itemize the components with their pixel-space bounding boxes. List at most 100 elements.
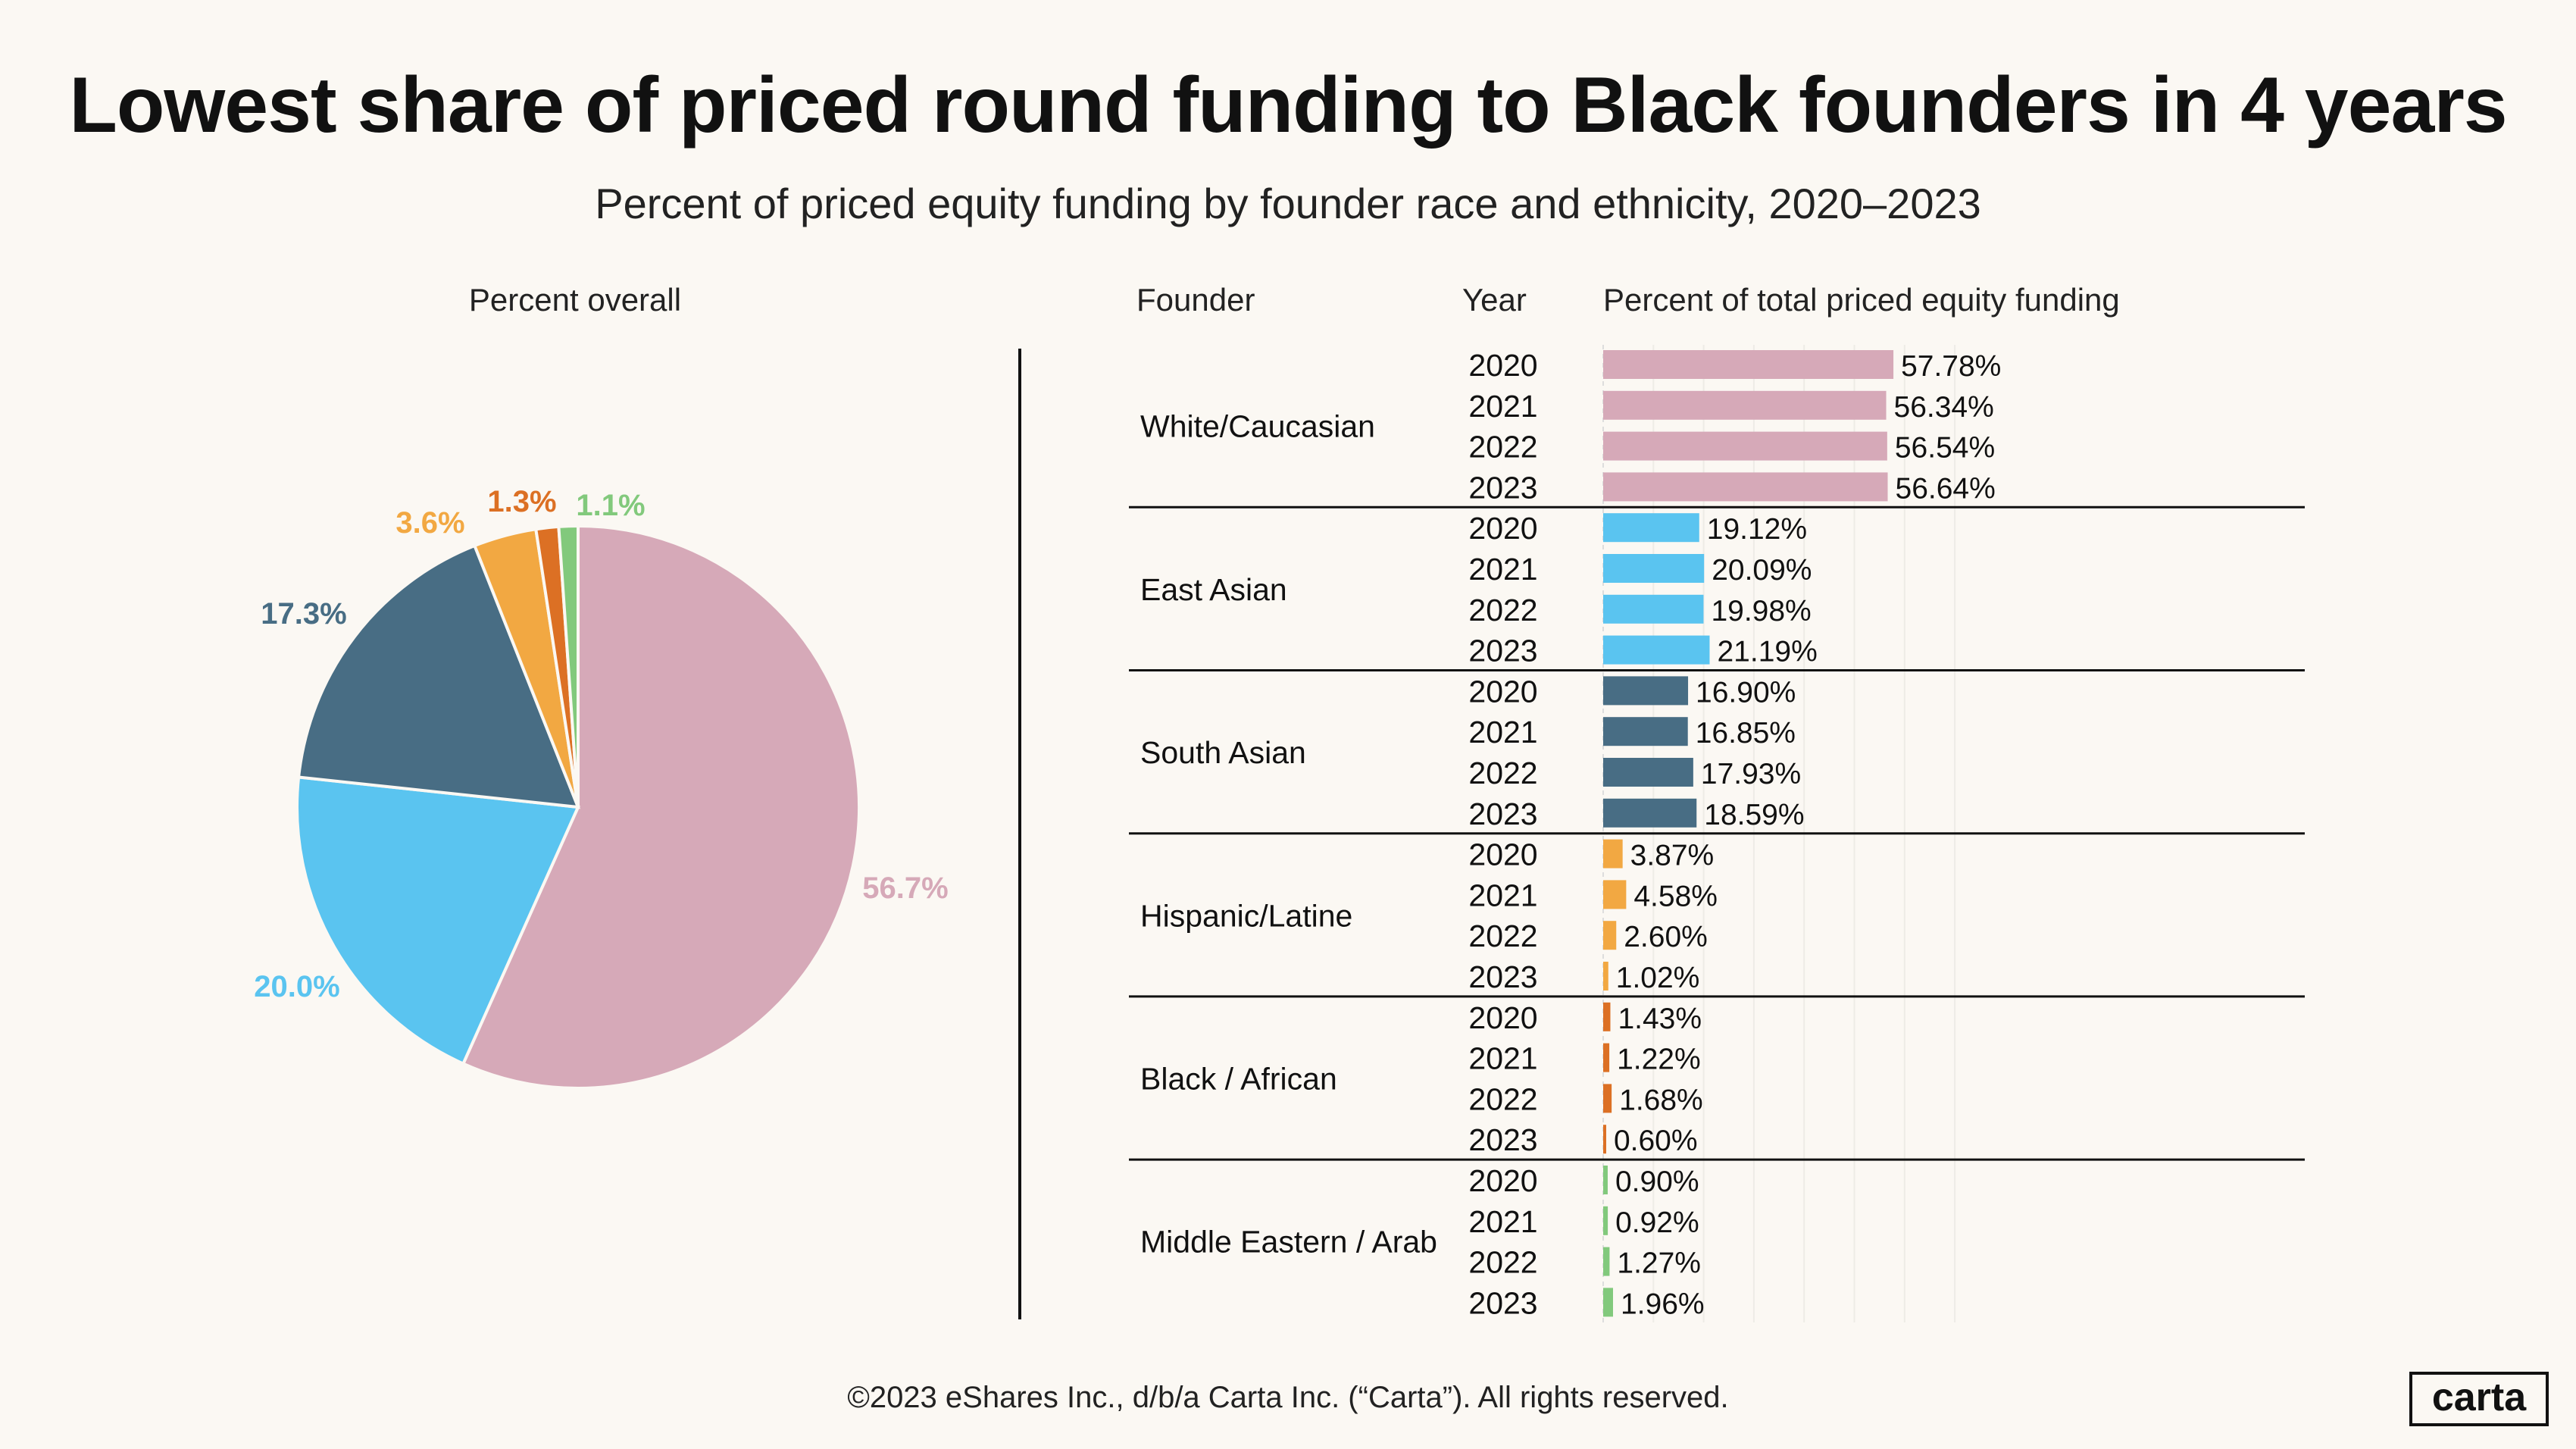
pie-slice xyxy=(557,524,580,808)
bar xyxy=(1603,350,1894,379)
year-label: 2020 xyxy=(1468,1000,1537,1035)
founder-label: White/Caucasian xyxy=(1140,409,1375,444)
bar-value-label: 1.27% xyxy=(1617,1247,1701,1280)
bar-value-label: 1.22% xyxy=(1617,1044,1701,1076)
bar-value-label: 57.78% xyxy=(1901,350,2001,383)
bar xyxy=(1603,1206,1608,1235)
bar xyxy=(1603,594,1704,624)
chart-title: Lowest share of priced round funding to … xyxy=(69,61,2507,149)
bar-value-label: 1.43% xyxy=(1618,1003,1702,1035)
year-label: 2021 xyxy=(1468,715,1537,750)
bar-value-label: 18.59% xyxy=(1704,799,1804,831)
bar xyxy=(1603,513,1699,543)
copyright-footer: ©2023 eShares Inc., d/b/a Carta Inc. (“C… xyxy=(847,1381,1729,1414)
year-label: 2021 xyxy=(1468,1204,1537,1239)
year-label: 2020 xyxy=(1468,348,1537,383)
bar xyxy=(1603,962,1608,991)
bar xyxy=(1603,635,1710,665)
year-label: 2023 xyxy=(1468,1122,1537,1157)
header-year: Year xyxy=(1462,282,1527,318)
bar xyxy=(1603,554,1705,583)
copyright-footer-row: ©2023 eShares Inc., d/b/a Carta Inc. (“C… xyxy=(0,1381,2576,1415)
founder-label: Middle Eastern / Arab xyxy=(1140,1225,1437,1260)
bar-value-label: 21.19% xyxy=(1717,636,1817,668)
bar xyxy=(1603,390,1887,420)
bar xyxy=(1603,717,1688,746)
year-label: 2020 xyxy=(1468,1163,1537,1198)
bar-value-label: 1.02% xyxy=(1616,962,1700,994)
year-label: 2022 xyxy=(1468,919,1537,953)
bar xyxy=(1603,921,1617,950)
bar-value-label: 4.58% xyxy=(1633,880,1718,912)
pie-slice xyxy=(295,775,580,1066)
header-value: Percent of total priced equity funding xyxy=(1603,282,2120,318)
year-label: 2021 xyxy=(1468,878,1537,912)
chart-subtitle: Percent of priced equity funding by foun… xyxy=(595,180,1981,227)
founder-label: East Asian xyxy=(1140,572,1287,607)
pie-label: 3.6% xyxy=(395,506,464,540)
year-label: 2021 xyxy=(1468,389,1537,424)
bar xyxy=(1603,1166,1608,1194)
bar xyxy=(1603,676,1689,706)
pie-label: 1.3% xyxy=(487,485,556,518)
bar-value-label: 17.93% xyxy=(1701,758,1801,790)
bar xyxy=(1603,1125,1606,1154)
year-label: 2020 xyxy=(1468,511,1537,546)
year-label: 2023 xyxy=(1468,470,1537,505)
pie-label: 20.0% xyxy=(254,970,339,1003)
year-label: 2021 xyxy=(1468,552,1537,587)
year-label: 2023 xyxy=(1468,796,1537,831)
bar-value-label: 19.98% xyxy=(1711,595,1811,627)
pie-label: 17.3% xyxy=(261,597,346,631)
bar xyxy=(1603,798,1697,828)
pie-slice xyxy=(296,543,581,809)
year-label: 2023 xyxy=(1468,959,1537,994)
bar xyxy=(1603,1084,1612,1113)
year-label: 2022 xyxy=(1468,756,1537,790)
year-label: 2020 xyxy=(1468,837,1537,872)
year-label: 2022 xyxy=(1468,593,1537,627)
bar-value-label: 1.68% xyxy=(1619,1084,1703,1116)
bar xyxy=(1603,758,1693,787)
bar-value-label: 56.54% xyxy=(1895,432,1995,465)
bar-value-label: 0.90% xyxy=(1615,1166,1699,1198)
bar xyxy=(1603,431,1887,461)
bar-value-label: 1.96% xyxy=(1621,1288,1705,1320)
year-label: 2020 xyxy=(1468,674,1537,709)
bar xyxy=(1603,880,1627,909)
chart-title-row: Lowest share of priced round funding to … xyxy=(0,61,2576,151)
bar xyxy=(1603,839,1623,868)
bar xyxy=(1603,1247,1610,1276)
bar xyxy=(1603,1043,1610,1072)
bar-value-label: 56.34% xyxy=(1894,391,1994,424)
pie-title: Percent overall xyxy=(469,282,681,318)
bar-value-label: 19.12% xyxy=(1707,513,1807,546)
pie-slice xyxy=(461,524,861,1090)
bar-value-label: 56.64% xyxy=(1896,472,1996,505)
bar xyxy=(1603,1002,1611,1031)
founder-label: South Asian xyxy=(1140,735,1306,770)
bar-value-label: 3.87% xyxy=(1630,840,1715,872)
year-label: 2022 xyxy=(1468,1081,1537,1116)
bar-value-label: 20.09% xyxy=(1712,554,1812,587)
bar-value-label: 16.85% xyxy=(1696,717,1796,750)
carta-logo: carta xyxy=(2409,1372,2549,1426)
bar-value-label: 0.92% xyxy=(1615,1206,1699,1239)
chart-subtitle-row: Percent of priced equity funding by foun… xyxy=(0,179,2576,228)
year-label: 2022 xyxy=(1468,430,1537,465)
bar-value-label: 0.60% xyxy=(1614,1125,1698,1157)
year-label: 2021 xyxy=(1468,1041,1537,1076)
bar-value-label: 16.90% xyxy=(1696,676,1796,709)
founder-label: Hispanic/Latine xyxy=(1140,898,1352,933)
year-label: 2023 xyxy=(1468,634,1537,668)
pie-label: 56.7% xyxy=(862,872,948,905)
year-label: 2023 xyxy=(1468,1285,1537,1320)
pie-label: 1.1% xyxy=(576,489,645,522)
bar xyxy=(1603,472,1888,502)
year-label: 2022 xyxy=(1468,1245,1537,1280)
header-founder: Founder xyxy=(1136,282,1255,318)
bar xyxy=(1603,1288,1613,1317)
bar-value-label: 2.60% xyxy=(1624,921,1708,953)
founder-label: Black / African xyxy=(1140,1062,1337,1097)
